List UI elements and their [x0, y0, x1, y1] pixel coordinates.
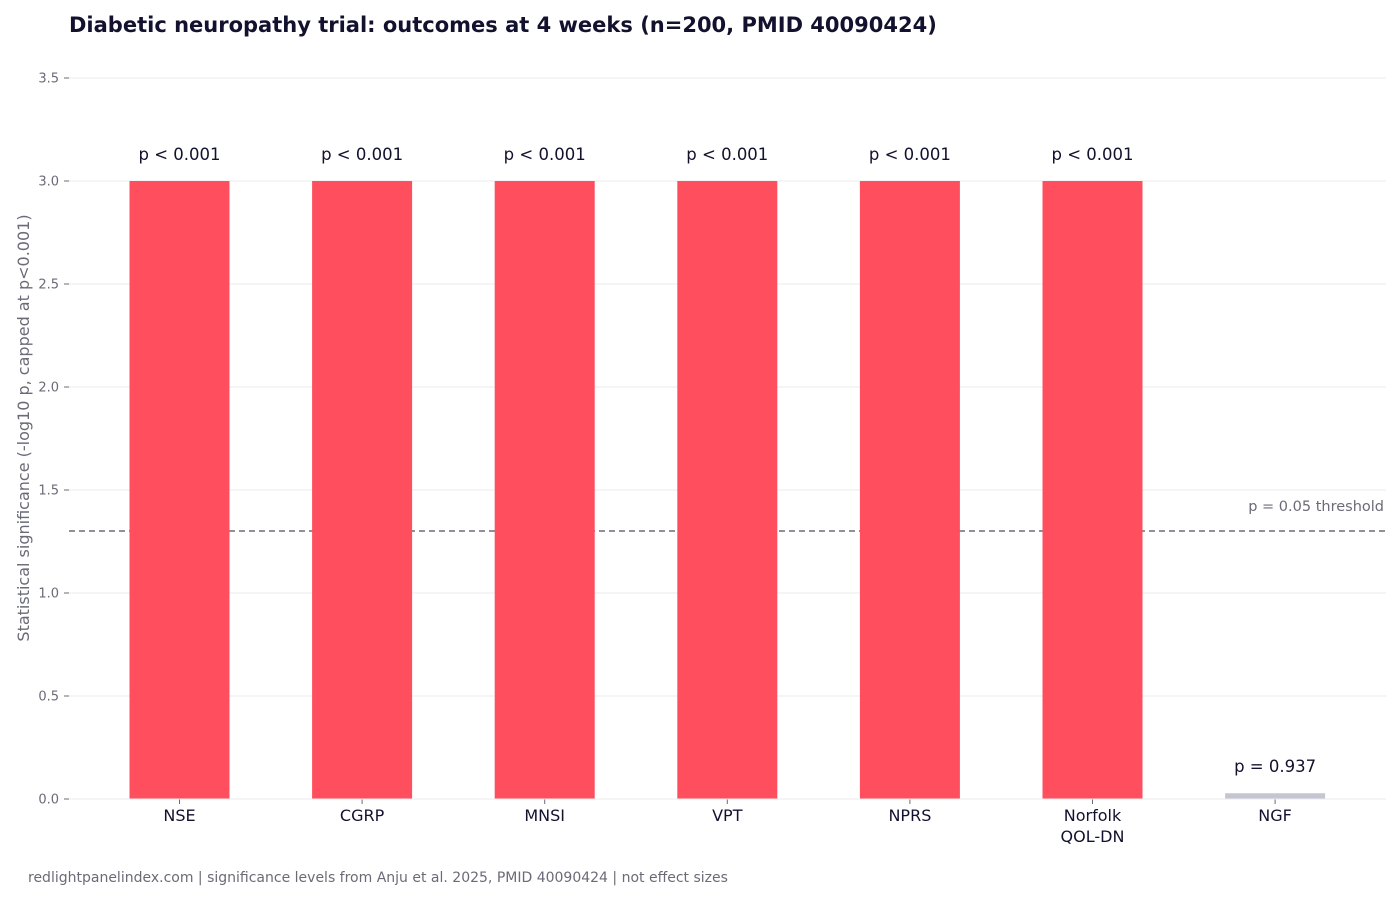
bar-data-label: p < 0.001: [504, 145, 586, 164]
bar-data-label: p < 0.001: [138, 145, 220, 164]
bar-data-label: p < 0.001: [1051, 145, 1133, 164]
bar: [312, 181, 413, 799]
y-axis: 0.0 0.5 1.0 1.5 2.0 2.5 3.0 3.5: [38, 72, 69, 808]
y-tick-label: 0.5: [38, 690, 59, 705]
x-tick-label: Norfolk QOL-DN: [1061, 806, 1125, 846]
bar: [1042, 181, 1143, 799]
bar: [129, 181, 230, 799]
chart-title: Diabetic neuropathy trial: outcomes at 4…: [69, 13, 937, 37]
threshold-label: p = 0.05 threshold: [1248, 499, 1384, 515]
x-tick-label: VPT: [712, 806, 743, 825]
footer-note: redlightpanelindex.com | significance le…: [28, 870, 728, 886]
bar-data-label: p < 0.001: [321, 145, 403, 164]
x-tick-label: NPRS: [888, 806, 931, 825]
threshold-group: p = 0.05 threshold: [69, 499, 1386, 532]
x-tick-label: NSE: [163, 806, 195, 825]
x-tick-label: CGRP: [340, 806, 385, 825]
data-labels: p < 0.001 p < 0.001 p < 0.001 p < 0.001 p < …: [138, 145, 1316, 776]
y-axis-label: Statistical significance (-log10 p, capp…: [14, 214, 33, 641]
y-tick-label: 0.0: [38, 793, 59, 808]
y-tick-label: 2.5: [38, 278, 59, 293]
bar: [859, 181, 960, 799]
bar-data-label: p < 0.001: [686, 145, 768, 164]
bar-data-label: p < 0.001: [869, 145, 951, 164]
y-tick-label: 3.0: [38, 175, 59, 190]
bar-data-label: p = 0.937: [1234, 757, 1316, 776]
bar: [494, 181, 595, 799]
bar: [1225, 793, 1326, 799]
x-axis: NSE CGRP MNSI VPT NPRS Norfolk QOL-DN NGF: [69, 798, 1386, 846]
y-tick-label: 1.0: [38, 587, 59, 602]
y-tick-label: 3.5: [38, 72, 59, 87]
bar: [677, 181, 778, 799]
x-tick-label: NGF: [1258, 806, 1292, 825]
y-tick-label: 2.0: [38, 381, 59, 396]
y-tick-label: 1.5: [38, 484, 59, 499]
bars: [129, 181, 1326, 799]
x-tick-label: MNSI: [524, 806, 565, 825]
